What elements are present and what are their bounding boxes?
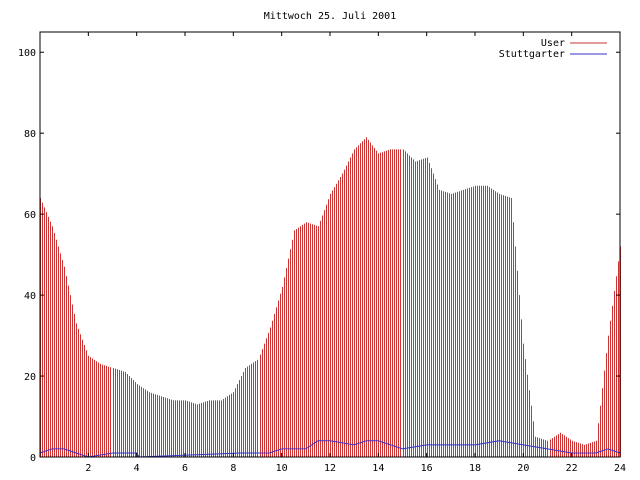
y-tick-label: 20 xyxy=(24,372,36,383)
legend-stuttgarter-label: Stuttgarter xyxy=(499,49,565,60)
x-tick-label: 10 xyxy=(276,463,288,474)
x-tick-label: 24 xyxy=(614,463,626,474)
stuttgarter-line xyxy=(39,440,621,458)
y-tick-label: 60 xyxy=(24,210,36,221)
y-tick-label: 0 xyxy=(30,453,36,464)
y-tick-label: 80 xyxy=(24,129,36,140)
x-tick-label: 4 xyxy=(134,463,140,474)
legend-user-label: User xyxy=(541,38,565,49)
legend: User Stuttgarter xyxy=(499,38,607,60)
x-tick-label: 20 xyxy=(517,463,529,474)
x-tick-label: 8 xyxy=(230,463,236,474)
x-tick-label: 12 xyxy=(324,463,336,474)
y-tick-label: 40 xyxy=(24,291,36,302)
y-tick-label: 100 xyxy=(18,48,36,59)
x-tick-label: 18 xyxy=(469,463,481,474)
x-tick-label: 14 xyxy=(372,463,384,474)
x-tick-label: 16 xyxy=(421,463,433,474)
x-tick-label: 2 xyxy=(85,463,91,474)
x-tick-label: 6 xyxy=(182,463,188,474)
user-bars xyxy=(40,137,621,457)
x-tick-label: 22 xyxy=(566,463,578,474)
chart-title: Mittwoch 25. Juli 2001 xyxy=(264,11,396,22)
